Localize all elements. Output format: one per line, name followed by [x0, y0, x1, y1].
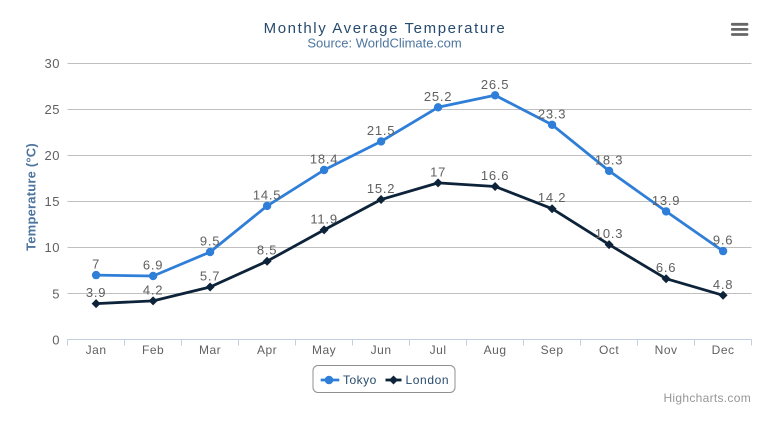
svg-text:Dec: Dec [712, 343, 735, 357]
svg-text:20: 20 [45, 148, 60, 163]
svg-text:21.5: 21.5 [367, 123, 396, 138]
svg-text:Temperature (°C): Temperature (°C) [24, 143, 39, 251]
svg-text:25: 25 [45, 102, 60, 117]
svg-text:Source: WorldClimate.com: Source: WorldClimate.com [307, 36, 461, 51]
svg-text:6.9: 6.9 [143, 258, 163, 273]
svg-text:18.3: 18.3 [595, 152, 624, 167]
svg-text:10.3: 10.3 [595, 226, 624, 241]
svg-text:9.6: 9.6 [713, 233, 733, 248]
svg-text:Jul: Jul [430, 343, 447, 357]
svg-text:11.9: 11.9 [310, 211, 338, 226]
svg-text:3.9: 3.9 [86, 285, 106, 300]
svg-text:25.2: 25.2 [424, 89, 453, 104]
svg-text:Mar: Mar [199, 343, 221, 357]
svg-text:London: London [406, 373, 450, 387]
svg-text:Sep: Sep [541, 343, 564, 357]
svg-text:0: 0 [52, 332, 60, 347]
svg-text:16.6: 16.6 [481, 168, 510, 183]
svg-text:5: 5 [52, 286, 60, 301]
svg-text:Aug: Aug [484, 343, 507, 357]
svg-text:4.8: 4.8 [713, 277, 733, 292]
svg-text:Jan: Jan [86, 343, 107, 357]
svg-text:15.2: 15.2 [367, 181, 396, 196]
svg-text:17: 17 [430, 164, 446, 179]
svg-text:May: May [312, 343, 336, 357]
svg-text:18.4: 18.4 [310, 152, 339, 167]
svg-text:23.3: 23.3 [538, 106, 567, 121]
svg-text:10: 10 [45, 240, 60, 255]
svg-text:15: 15 [45, 194, 60, 209]
svg-text:Feb: Feb [142, 343, 164, 357]
svg-text:7: 7 [92, 257, 100, 272]
svg-text:Nov: Nov [655, 343, 678, 357]
svg-text:6.6: 6.6 [656, 260, 676, 275]
svg-text:Oct: Oct [599, 343, 619, 357]
svg-text:26.5: 26.5 [481, 77, 510, 92]
svg-text:14.2: 14.2 [538, 190, 567, 205]
svg-text:9.5: 9.5 [200, 234, 220, 249]
svg-text:30: 30 [45, 56, 60, 71]
svg-text:8.5: 8.5 [257, 243, 277, 258]
svg-text:14.5: 14.5 [253, 187, 282, 202]
svg-text:Monthly Average Temperature: Monthly Average Temperature [264, 20, 507, 37]
svg-text:Tokyo: Tokyo [343, 373, 377, 387]
svg-text:5.7: 5.7 [200, 269, 220, 284]
svg-text:Highcharts.com: Highcharts.com [663, 391, 751, 405]
svg-text:4.2: 4.2 [143, 282, 163, 297]
svg-text:Apr: Apr [257, 343, 277, 357]
svg-text:13.9: 13.9 [652, 193, 681, 208]
svg-text:Jun: Jun [371, 343, 392, 357]
